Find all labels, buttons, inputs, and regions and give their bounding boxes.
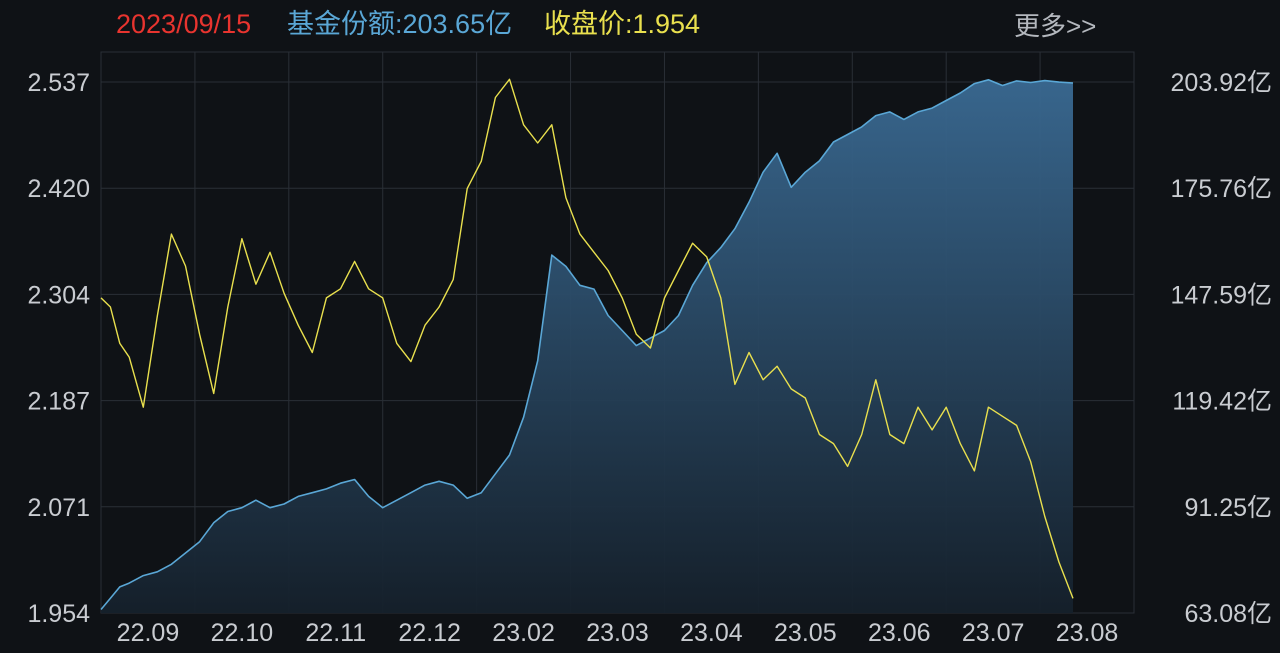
fund-share-value: 基金份额:203.65亿 (287, 9, 513, 39)
close-price-series-line (100, 78, 1074, 599)
right-axis-tick-label: 147.59亿 (1171, 281, 1272, 309)
x-axis-tick-label: 23.08 (1056, 619, 1119, 647)
right-axis-tick-label: 175.76亿 (1171, 175, 1272, 203)
left-axis-ticks: 2.537 2.420 2.304 2.187 2.071 1.954 (27, 69, 90, 628)
right-axis-tick-label: 203.92亿 (1171, 69, 1272, 97)
x-axis-ticks: 22.09 22.10 22.11 22.12 23.02 23.03 23.04 23.05… (117, 619, 1119, 647)
x-axis-tick-label: 22.11 (305, 619, 366, 647)
x-axis-tick-label: 22.12 (398, 619, 461, 647)
x-axis-tick-label: 23.04 (680, 619, 743, 647)
share-area-fill (101, 79, 1073, 614)
x-axis-tick-label: 23.06 (868, 619, 931, 647)
x-axis-tick-label: 23.05 (774, 619, 837, 647)
x-axis-tick-label: 22.09 (117, 619, 180, 647)
price-line-layer (100, 78, 1074, 599)
left-axis-tick-label: 1.954 (27, 600, 90, 628)
left-axis-tick-label: 2.187 (27, 388, 90, 416)
left-axis-tick-label: 2.304 (27, 281, 90, 309)
share-series-line (100, 79, 1074, 611)
right-axis-tick-label: 91.25亿 (1184, 494, 1272, 522)
right-axis-ticks: 203.92亿 175.76亿 147.59亿 119.42亿 91.25亿 63.08亿 (1171, 69, 1272, 628)
right-axis-tick-label: 63.08亿 (1184, 600, 1272, 628)
x-axis-tick-label: 22.10 (211, 619, 274, 647)
share-area-layer (100, 79, 1074, 614)
more-link[interactable]: 更多>> (1014, 11, 1097, 41)
selected-date: 2023/09/15 (116, 9, 252, 39)
left-axis-tick-label: 2.420 (27, 175, 90, 203)
x-axis-tick-label: 23.03 (586, 619, 649, 647)
x-axis-tick-label: 23.07 (962, 619, 1025, 647)
x-axis-tick-label: 23.02 (492, 619, 555, 647)
left-axis-tick-label: 2.071 (27, 494, 90, 522)
right-axis-tick-label: 119.42亿 (1172, 388, 1272, 416)
left-axis-tick-label: 2.537 (27, 69, 90, 97)
closing-price-value: 收盘价:1.954 (544, 9, 701, 39)
